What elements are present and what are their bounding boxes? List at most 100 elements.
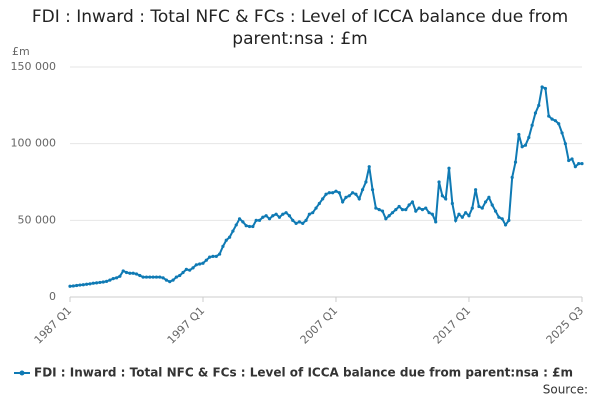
data-point — [294, 221, 298, 225]
data-point — [231, 229, 235, 233]
data-point — [444, 197, 448, 201]
data-point — [347, 194, 351, 198]
data-point — [337, 191, 341, 195]
data-point — [78, 283, 82, 287]
data-point — [360, 188, 365, 192]
data-point — [114, 276, 119, 280]
data-point — [91, 281, 95, 285]
data-point — [168, 280, 172, 284]
data-point — [144, 275, 149, 279]
data-point — [264, 214, 268, 218]
legend-label: FDI : Inward : Total NFC & FCs : Level o… — [34, 366, 573, 380]
data-point — [417, 206, 421, 210]
data-point — [214, 254, 218, 258]
x-tick-label: 2025 Q3 — [544, 304, 587, 347]
data-point — [497, 215, 501, 219]
data-point — [350, 191, 355, 195]
data-point — [344, 195, 348, 199]
data-point — [540, 85, 544, 89]
data-point — [567, 158, 571, 163]
data-point — [191, 266, 195, 270]
data-point — [367, 165, 371, 169]
data-point — [520, 145, 524, 149]
data-point — [533, 111, 538, 115]
data-point — [174, 275, 178, 279]
data-point — [301, 221, 305, 225]
data-point — [138, 273, 142, 278]
data-point — [331, 191, 335, 195]
data-point — [81, 283, 85, 287]
data-point — [291, 218, 295, 222]
data-point — [387, 214, 391, 218]
data-point — [237, 217, 242, 221]
data-point — [274, 212, 278, 216]
data-point — [414, 209, 418, 213]
data-point — [94, 281, 99, 285]
y-tick-label: 150 000 — [11, 60, 57, 73]
data-point — [454, 218, 458, 222]
data-point — [474, 188, 478, 192]
data-point — [483, 200, 488, 204]
data-point — [523, 143, 528, 147]
data-point — [321, 197, 325, 201]
data-point — [440, 194, 444, 198]
data-point — [460, 215, 464, 219]
data-point — [364, 180, 368, 184]
data-point — [430, 212, 434, 216]
data-point — [131, 271, 135, 275]
data-point — [88, 282, 92, 286]
data-point — [384, 217, 388, 221]
data-point — [513, 160, 518, 164]
data-point — [98, 280, 102, 285]
data-point — [324, 192, 328, 196]
data-point — [470, 206, 474, 210]
data-point — [184, 267, 188, 271]
data-point — [450, 201, 454, 206]
data-point — [241, 220, 245, 224]
data-point — [377, 208, 381, 212]
data-point — [527, 135, 531, 140]
data-point — [257, 218, 262, 222]
data-point — [400, 208, 405, 212]
data-point — [370, 188, 375, 192]
data-point — [224, 238, 228, 242]
data-point — [550, 117, 554, 121]
data-point — [158, 275, 162, 279]
y-axis-label: £m — [12, 45, 30, 58]
data-point — [317, 201, 321, 206]
data-point — [327, 191, 331, 195]
data-point — [304, 218, 308, 222]
data-point — [557, 122, 561, 126]
data-point — [407, 203, 411, 207]
data-point — [553, 119, 558, 123]
data-point — [118, 274, 122, 278]
chart-title: FDI : Inward : Total NFC & FCs : Level o… — [31, 7, 569, 49]
data-point — [201, 261, 205, 265]
data-point — [104, 279, 109, 283]
data-point — [563, 142, 567, 146]
data-point — [227, 235, 232, 239]
data-point — [161, 276, 165, 280]
data-point — [164, 278, 169, 282]
data-point — [171, 278, 175, 282]
data-point — [271, 214, 275, 218]
data-point — [178, 273, 182, 278]
data-point — [121, 269, 125, 273]
data-point — [287, 214, 292, 218]
data-point — [148, 275, 152, 279]
data-point — [570, 157, 574, 161]
x-tick-label: 2007 Q1 — [298, 304, 341, 347]
data-point — [254, 218, 258, 222]
data-point — [211, 254, 215, 258]
y-tick-label: 50 000 — [18, 213, 57, 226]
data-point — [234, 223, 238, 227]
data-point — [194, 263, 198, 267]
data-point — [85, 282, 89, 286]
data-point — [410, 200, 415, 204]
legend-marker — [19, 370, 25, 376]
data-point — [537, 103, 541, 107]
data-point — [394, 208, 398, 212]
y-tick-label: 100 000 — [11, 137, 57, 150]
